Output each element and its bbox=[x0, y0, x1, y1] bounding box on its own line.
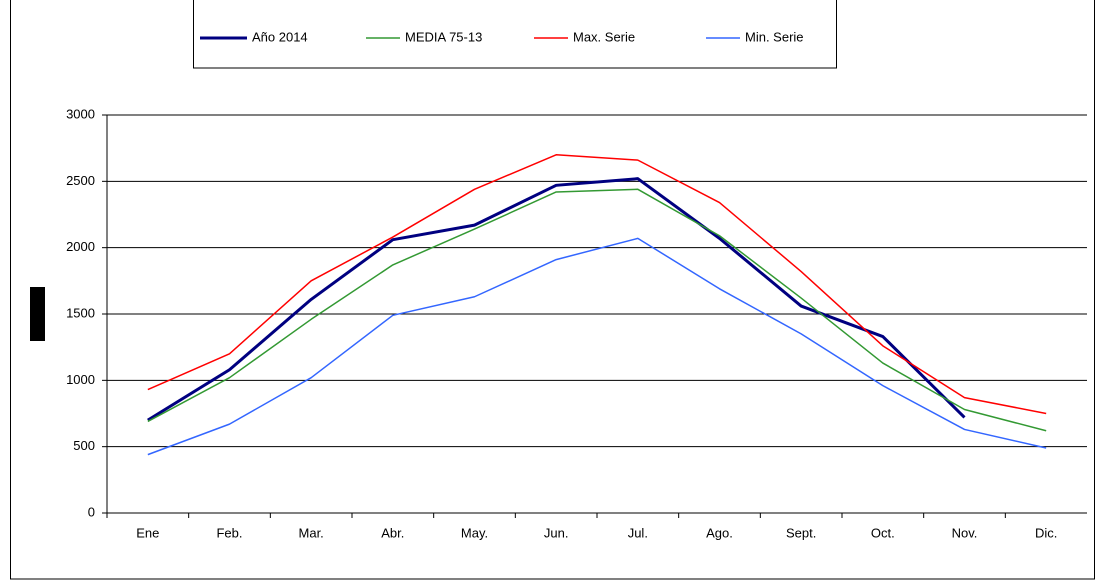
x-tick-label: Feb. bbox=[216, 525, 242, 540]
legend-label: Max. Serie bbox=[573, 29, 635, 44]
x-tick-label: Jul. bbox=[628, 525, 648, 540]
x-tick-label: Ago. bbox=[706, 525, 733, 540]
x-tick-label: Dic. bbox=[1035, 525, 1057, 540]
legend-label: Min. Serie bbox=[745, 29, 804, 44]
x-tick-label: Mar. bbox=[299, 525, 324, 540]
x-tick-label: Ene bbox=[136, 525, 159, 540]
series-line bbox=[147, 177, 966, 422]
series-line bbox=[147, 237, 1047, 456]
x-tick-label: Oct. bbox=[871, 525, 895, 540]
y-tick-label: 0 bbox=[88, 504, 95, 519]
x-tick-label: Jun. bbox=[544, 525, 569, 540]
x-tick-label: Nov. bbox=[952, 525, 978, 540]
series-line bbox=[147, 154, 1047, 415]
y-tick-label: 1000 bbox=[66, 372, 95, 387]
chart-frame bbox=[10, 0, 1095, 580]
y-tick-label: 500 bbox=[73, 438, 95, 453]
y-tick-label: 2000 bbox=[66, 239, 95, 254]
y-tick-label: 2500 bbox=[66, 173, 95, 188]
legend-label: MEDIA 75-13 bbox=[405, 29, 482, 44]
side-block bbox=[30, 287, 45, 341]
y-tick-label: 3000 bbox=[66, 106, 95, 121]
legend-label: Año 2014 bbox=[252, 29, 308, 44]
y-tick-label: 1500 bbox=[66, 305, 95, 320]
x-tick-label: Sept. bbox=[786, 525, 816, 540]
series-line bbox=[147, 188, 1047, 432]
legend-box bbox=[193, 0, 837, 69]
x-tick-label: Abr. bbox=[381, 525, 404, 540]
x-tick-label: May. bbox=[461, 525, 488, 540]
